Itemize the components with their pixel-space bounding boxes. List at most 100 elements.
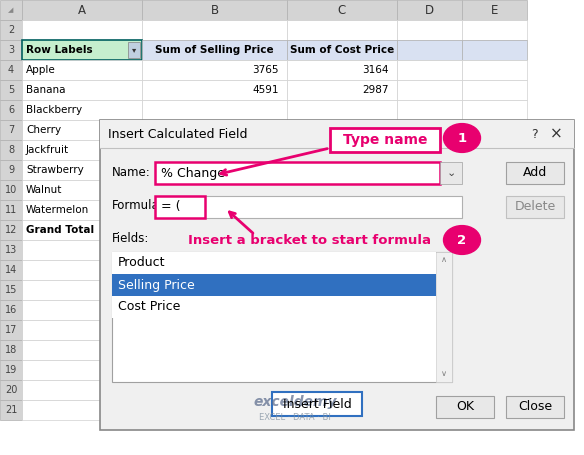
Text: Delete: Delete (515, 201, 555, 213)
Bar (22, 120, 142, 140)
Bar (462, 180, 527, 200)
Bar (0, 220, 22, 240)
Bar (287, 280, 397, 300)
Bar (462, 140, 527, 160)
Bar (397, 280, 462, 300)
Text: 19: 19 (5, 365, 17, 375)
Bar (22, 380, 142, 400)
Bar (506, 196, 564, 218)
Bar (397, 380, 462, 400)
Text: 5: 5 (8, 85, 14, 95)
Text: Watermelon: Watermelon (26, 205, 89, 215)
Text: 13: 13 (5, 245, 17, 255)
Bar (287, 380, 397, 400)
Text: Cost Price: Cost Price (118, 300, 180, 313)
Bar (397, 180, 462, 200)
Text: E: E (491, 4, 498, 16)
Bar (0, 240, 22, 260)
Text: ∧: ∧ (441, 256, 447, 264)
Text: Insert Field: Insert Field (283, 398, 352, 410)
Text: 1: 1 (457, 131, 467, 145)
Bar (462, 360, 527, 380)
Bar (462, 20, 527, 40)
Bar (142, 0, 287, 20)
Text: Banana: Banana (26, 85, 65, 95)
Bar (397, 60, 462, 80)
Bar (142, 60, 287, 80)
Bar (22, 180, 142, 200)
Bar (462, 280, 527, 300)
Bar (0, 140, 22, 160)
Bar (287, 0, 397, 20)
Bar (272, 392, 362, 416)
Bar (142, 20, 287, 40)
Text: 18: 18 (5, 345, 17, 355)
Text: 3: 3 (8, 45, 14, 55)
Bar (287, 80, 397, 100)
Bar (142, 140, 287, 160)
Text: Close: Close (518, 400, 552, 414)
Bar (0, 260, 22, 280)
Bar (22, 80, 142, 100)
Text: 9: 9 (8, 165, 14, 175)
Bar (22, 300, 142, 320)
Bar (0, 160, 22, 180)
Text: 14: 14 (5, 265, 17, 275)
Bar (0, 400, 22, 420)
Text: ?: ? (531, 127, 537, 141)
Bar (440, 162, 462, 184)
Bar (462, 400, 527, 420)
Bar (22, 240, 142, 260)
Bar (397, 20, 462, 40)
Bar (22, 320, 142, 340)
Text: 4591: 4591 (252, 85, 279, 95)
Text: ▾: ▾ (132, 46, 136, 55)
Text: Fields:: Fields: (112, 232, 150, 244)
Bar (397, 260, 462, 280)
Text: Blackberry: Blackberry (26, 105, 82, 115)
Bar (287, 360, 397, 380)
Bar (397, 320, 462, 340)
Text: Name:: Name: (112, 166, 151, 178)
Bar (287, 340, 397, 360)
Bar (397, 360, 462, 380)
Text: ⌄: ⌄ (446, 168, 456, 178)
Bar (462, 260, 527, 280)
Text: 6: 6 (8, 105, 14, 115)
Bar (462, 380, 527, 400)
Bar (22, 340, 142, 360)
Bar (287, 200, 397, 220)
Circle shape (443, 226, 481, 254)
Bar (142, 240, 287, 260)
Text: 11: 11 (5, 205, 17, 215)
Bar (142, 400, 287, 420)
Bar (397, 0, 462, 20)
Bar (0, 60, 22, 80)
Bar (0, 120, 22, 140)
Bar (397, 200, 462, 220)
Bar (22, 360, 142, 380)
Text: ∨: ∨ (441, 369, 447, 379)
Text: Sum of Cost Price: Sum of Cost Price (290, 45, 394, 55)
Bar (142, 340, 287, 360)
Bar (22, 220, 142, 240)
Bar (436, 252, 452, 382)
Bar (287, 300, 397, 320)
Bar (142, 100, 287, 120)
Bar (22, 160, 142, 180)
Bar (22, 0, 142, 20)
Text: ×: × (550, 126, 562, 142)
Bar (397, 240, 462, 260)
Bar (287, 220, 397, 240)
Bar (462, 40, 527, 60)
Bar (397, 220, 462, 240)
Bar (397, 140, 462, 160)
Bar (142, 120, 287, 140)
Bar (462, 100, 527, 120)
Bar (287, 20, 397, 40)
Bar (155, 162, 440, 184)
Bar (112, 274, 436, 296)
Bar (506, 396, 564, 418)
Bar (0, 80, 22, 100)
Text: Row Labels: Row Labels (26, 45, 93, 55)
